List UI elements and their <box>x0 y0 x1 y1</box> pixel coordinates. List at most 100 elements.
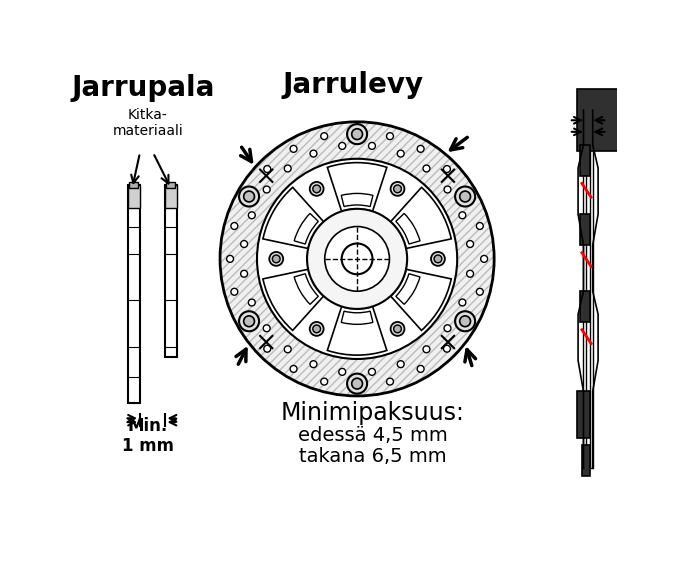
Circle shape <box>321 132 328 140</box>
Circle shape <box>339 143 346 149</box>
Circle shape <box>325 226 390 291</box>
Bar <box>128 185 140 403</box>
Circle shape <box>313 325 321 333</box>
Circle shape <box>220 122 494 396</box>
Circle shape <box>387 378 394 385</box>
Circle shape <box>244 316 254 327</box>
Circle shape <box>434 255 442 263</box>
Circle shape <box>368 143 375 149</box>
Circle shape <box>244 191 254 202</box>
Bar <box>581 145 589 175</box>
Circle shape <box>444 166 451 173</box>
Circle shape <box>394 325 401 333</box>
Wedge shape <box>327 162 387 211</box>
Circle shape <box>239 311 259 331</box>
Wedge shape <box>396 213 420 244</box>
Bar <box>581 214 589 245</box>
Bar <box>165 185 177 208</box>
Bar <box>582 445 589 476</box>
Circle shape <box>240 241 247 247</box>
Circle shape <box>248 212 256 218</box>
Circle shape <box>444 325 451 332</box>
Circle shape <box>444 345 451 352</box>
Circle shape <box>272 255 280 263</box>
Circle shape <box>464 192 471 199</box>
Circle shape <box>417 145 424 152</box>
Circle shape <box>290 145 297 152</box>
Circle shape <box>284 165 291 172</box>
Circle shape <box>310 322 324 336</box>
Circle shape <box>231 288 238 295</box>
Circle shape <box>310 150 317 157</box>
Wedge shape <box>391 269 451 331</box>
Circle shape <box>466 271 473 277</box>
Circle shape <box>244 192 251 199</box>
Bar <box>577 89 620 151</box>
Wedge shape <box>327 306 387 355</box>
Bar <box>577 391 589 438</box>
Circle shape <box>459 212 466 218</box>
Text: Jarrupala: Jarrupala <box>71 74 215 102</box>
Text: edessä 4,5 mm: edessä 4,5 mm <box>297 426 447 445</box>
Circle shape <box>264 166 271 173</box>
Circle shape <box>307 209 407 309</box>
Circle shape <box>397 150 404 157</box>
Circle shape <box>352 128 363 140</box>
Circle shape <box>397 361 404 368</box>
Circle shape <box>417 366 424 372</box>
Circle shape <box>394 185 401 192</box>
Text: Kitka-
materiaali: Kitka- materiaali <box>112 108 183 139</box>
Circle shape <box>391 322 405 336</box>
Circle shape <box>310 182 324 196</box>
Circle shape <box>423 165 430 172</box>
Circle shape <box>248 299 256 306</box>
Circle shape <box>284 346 291 353</box>
Circle shape <box>263 325 270 332</box>
Circle shape <box>459 299 466 306</box>
Bar <box>590 110 593 468</box>
Circle shape <box>244 319 251 326</box>
Circle shape <box>339 368 346 375</box>
Circle shape <box>231 222 238 229</box>
Circle shape <box>466 241 473 247</box>
Circle shape <box>352 378 363 389</box>
Bar <box>583 110 586 468</box>
Circle shape <box>257 159 457 359</box>
Circle shape <box>354 128 361 135</box>
Circle shape <box>460 316 471 327</box>
Wedge shape <box>396 274 420 305</box>
Circle shape <box>240 271 247 277</box>
Circle shape <box>310 361 317 368</box>
Circle shape <box>341 243 372 275</box>
Circle shape <box>481 255 488 263</box>
Bar <box>581 291 589 322</box>
Circle shape <box>269 252 283 266</box>
Circle shape <box>368 368 375 375</box>
Circle shape <box>391 182 405 196</box>
Circle shape <box>313 185 321 192</box>
Circle shape <box>476 222 483 229</box>
Text: Jarrulevy: Jarrulevy <box>282 71 424 99</box>
Text: Min.
1 mm: Min. 1 mm <box>122 417 174 456</box>
Circle shape <box>347 124 367 144</box>
Wedge shape <box>263 269 324 331</box>
Wedge shape <box>294 274 318 305</box>
Text: Minimipaksuus:: Minimipaksuus: <box>280 401 464 425</box>
Text: takana 6,5 mm: takana 6,5 mm <box>299 447 447 466</box>
Circle shape <box>264 345 271 352</box>
Circle shape <box>347 374 367 393</box>
Circle shape <box>354 383 361 389</box>
Bar <box>129 182 138 188</box>
Bar <box>165 185 177 357</box>
Wedge shape <box>341 194 373 207</box>
Circle shape <box>455 187 475 207</box>
Circle shape <box>263 186 270 193</box>
Circle shape <box>464 319 471 326</box>
Circle shape <box>431 252 445 266</box>
Circle shape <box>455 311 475 331</box>
Bar <box>166 182 175 188</box>
Circle shape <box>476 288 483 295</box>
Wedge shape <box>263 187 324 248</box>
Wedge shape <box>294 213 318 244</box>
Bar <box>128 185 140 208</box>
